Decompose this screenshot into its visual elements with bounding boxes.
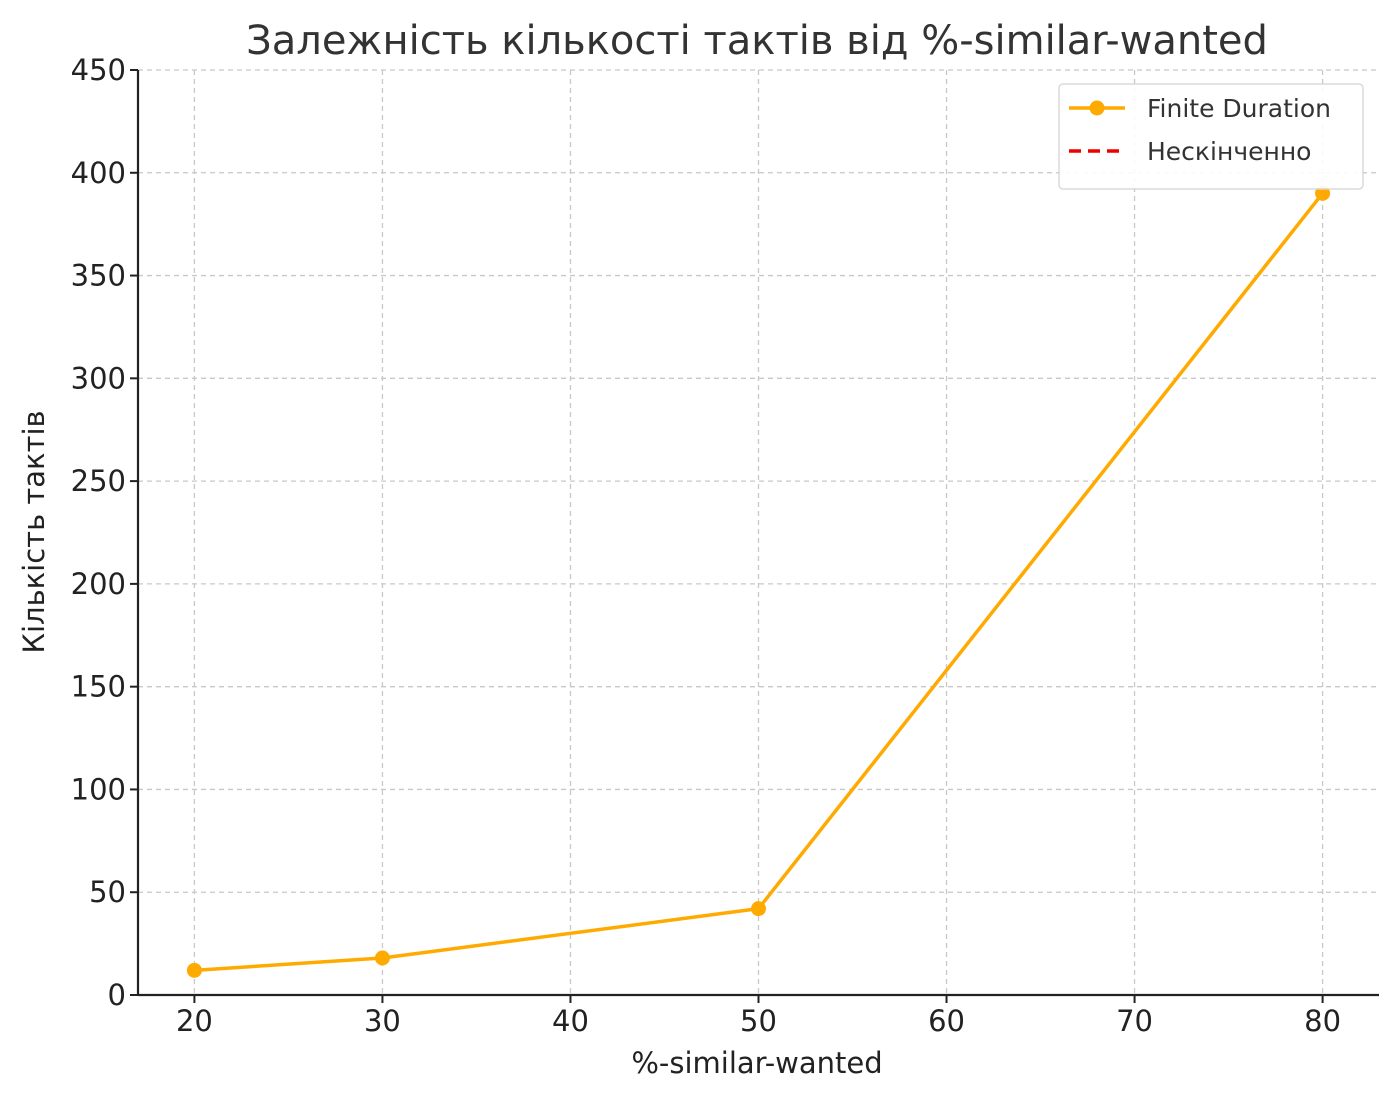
x-tick-label: 60 (928, 1004, 965, 1038)
y-tick-label: 200 (71, 567, 126, 601)
legend-label: Нескінченно (1147, 137, 1311, 166)
y-tick-label: 250 (71, 464, 126, 498)
x-tick-label: 50 (740, 1004, 777, 1038)
x-tick-label: 70 (1116, 1004, 1153, 1038)
y-tick-label: 0 (108, 978, 126, 1012)
legend: Finite Duration Нескінченно (1058, 83, 1364, 190)
ticks: 20 30 40 50 60 70 80 0 50 100 150 200 250 300 350 400 45… (71, 53, 1341, 1038)
x-axis-title: %-similar-wanted (631, 1046, 882, 1080)
legend-swatch-marker (1089, 100, 1105, 116)
x-tick-label: 40 (552, 1004, 589, 1038)
x-tick-label: 20 (176, 1004, 213, 1038)
chart-title: Залежність кількості тактів від %-simila… (246, 18, 1268, 64)
y-axis-title: Кількість тактів (17, 410, 51, 653)
y-tick-label: 50 (89, 875, 126, 909)
y-tick-label: 350 (71, 259, 126, 293)
y-tick-label: 450 (71, 53, 126, 87)
legend-box (1058, 83, 1364, 190)
x-tick-label: 30 (364, 1004, 401, 1038)
y-tick-label: 300 (71, 361, 126, 395)
grid (138, 69, 1379, 996)
x-tick-label: 80 (1304, 1004, 1341, 1038)
data-point (374, 950, 390, 966)
data-point (751, 901, 766, 917)
legend-label: Finite Duration (1147, 94, 1331, 123)
y-tick-label: 400 (71, 156, 126, 190)
y-tick-label: 150 (71, 670, 126, 704)
series-line (192, 191, 1325, 973)
data-point (186, 962, 202, 978)
y-tick-label: 100 (71, 772, 126, 806)
